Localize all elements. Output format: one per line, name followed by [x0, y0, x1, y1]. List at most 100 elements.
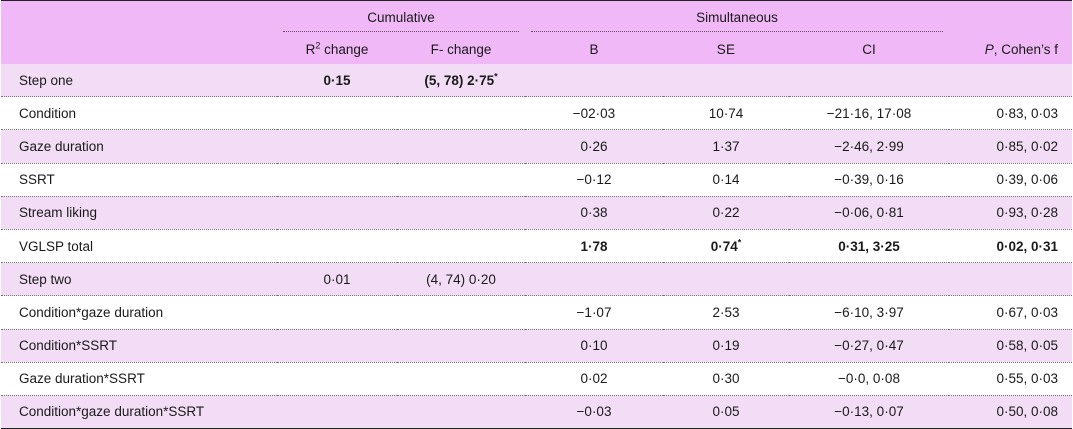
- cell-p-cohens-f: [949, 262, 1072, 296]
- cell-se: [663, 64, 789, 97]
- header-column-row: R2 change F- change B SE CI P, Cohen’s f: [1, 34, 1072, 64]
- table-row: Condition −02·03 10·74 −21·16, 17·08 0·83, 0…: [1, 96, 1072, 130]
- col-p-cohens-f: P, Cohen’s f: [984, 41, 1058, 57]
- cell-b: −0·12: [525, 162, 663, 197]
- cell-se: [663, 262, 789, 296]
- cell-b: −02·03: [525, 96, 663, 130]
- col-f-change: F- change: [430, 41, 492, 57]
- cell-b: 0·38: [525, 195, 663, 230]
- cell-se: 0·14: [663, 162, 789, 197]
- row-label: Gaze duration: [1, 129, 277, 164]
- cell-ci: −0·13, 0·07: [789, 394, 949, 429]
- group-simultaneous: Simultaneous: [525, 1, 949, 35]
- cell-f-change: [397, 361, 525, 396]
- cell-r2-change: [277, 129, 397, 164]
- cell-f-change: [397, 96, 525, 130]
- cell-b: 0·26: [525, 129, 663, 164]
- cell-p-cohens-f: 0·67, 0·03: [949, 295, 1072, 329]
- cell-b: [525, 262, 663, 296]
- cell-se: 0·05: [663, 394, 789, 429]
- table-row: Stream liking 0·38 0·22 −0·06, 0·81 0·93, 0·…: [1, 195, 1072, 230]
- cell-ci: −6·10, 3·97: [789, 295, 949, 329]
- cell-se: 2·53: [663, 295, 789, 329]
- cell-r2-change: [277, 295, 397, 329]
- table-row: SSRT −0·12 0·14 −0·39, 0·16 0·39, 0·06: [1, 162, 1072, 197]
- cell-se: 0·30: [663, 361, 789, 396]
- cell-ci: [789, 64, 949, 97]
- cell-ci: [789, 262, 949, 296]
- table-row: Step two 0·01 (4, 74) 0·20: [1, 262, 1072, 296]
- cell-f-change: (5, 78) 2·75*: [424, 71, 498, 88]
- header-group-row: Cumulative Simultaneous: [1, 0, 1072, 35]
- cell-r2-change: [277, 96, 397, 130]
- cell-se: 0·22: [663, 195, 789, 230]
- cell-f-change: [397, 228, 525, 263]
- cell-p-cohens-f: 0·50, 0·08: [949, 394, 1072, 429]
- cell-p-cohens-f: 0·85, 0·02: [949, 129, 1072, 164]
- cell-f-change: (4, 74) 0·20: [397, 262, 525, 296]
- row-label: Stream liking: [1, 195, 277, 230]
- row-label: Condition*gaze duration: [1, 295, 277, 329]
- cell-p-cohens-f: 0·39, 0·06: [949, 162, 1072, 197]
- row-label: VGLSP total: [1, 228, 277, 263]
- table-row: Condition*gaze duration −1·07 2·53 −6·10, 3…: [1, 295, 1072, 329]
- table-row: Condition*SSRT 0·10 0·19 −0·27, 0·47 0·58, 0…: [1, 328, 1072, 363]
- cell-se: 10·74: [663, 96, 789, 130]
- cell-r2-change: [277, 228, 397, 263]
- row-label: Gaze duration*SSRT: [1, 361, 277, 396]
- cell-r2-change: [277, 361, 397, 396]
- cell-se: 1·37: [663, 129, 789, 164]
- col-se: SE: [716, 41, 736, 57]
- cell-r2-change: [277, 328, 397, 363]
- cell-p-cohens-f: [949, 64, 1072, 97]
- cell-r2-change: 0·01: [277, 262, 397, 296]
- cell-b: 0·02: [525, 361, 663, 396]
- col-r2-change: R2 change: [305, 40, 369, 57]
- cell-b: 0·10: [525, 328, 663, 363]
- col-ci: CI: [862, 41, 876, 57]
- cell-f-change: [397, 394, 525, 429]
- cell-ci: −0·39, 0·16: [789, 162, 949, 197]
- table-row: Gaze duration 0·26 1·37 −2·46, 2·99 0·85, 0·…: [1, 129, 1072, 164]
- table-row: VGLSP total 1·78 0·74* 0·31, 3·25 0·02, 0·31: [1, 228, 1072, 263]
- group-cumulative: Cumulative: [277, 1, 525, 35]
- cell-b: 1·78: [525, 228, 663, 263]
- group-cumulative-rule: [283, 31, 519, 32]
- col-b: B: [589, 41, 599, 57]
- table-body: Step one 0·15 (5, 78) 2·75* Condition −02·03…: [1, 64, 1072, 429]
- cell-f-change: [397, 162, 525, 197]
- cell-r2-change: [277, 394, 397, 429]
- cell-se: 0·74*: [663, 228, 789, 263]
- cell-ci: −2·46, 2·99: [789, 129, 949, 164]
- cell-ci: −21·16, 17·08: [789, 96, 949, 130]
- table-row: Condition*gaze duration*SSRT −0·03 0·05 −0·…: [1, 394, 1072, 429]
- cell-p-cohens-f: 0·93, 0·28: [949, 195, 1072, 230]
- cell-r2-change: 0·15: [323, 72, 351, 88]
- cell-b: −1·07: [525, 295, 663, 329]
- row-label: Condition*SSRT: [1, 328, 277, 363]
- cell-f-change: [397, 195, 525, 230]
- table-row: Step one 0·15 (5, 78) 2·75*: [1, 64, 1072, 97]
- row-label: SSRT: [1, 162, 277, 197]
- cell-f-change: [397, 295, 525, 329]
- cell-b: [525, 64, 663, 97]
- cell-r2-change: [277, 195, 397, 230]
- cell-ci: −0·27, 0·47: [789, 328, 949, 363]
- cell-b: −0·03: [525, 394, 663, 429]
- table-row: Gaze duration*SSRT 0·02 0·30 −0·0, 0·08 0·55…: [1, 361, 1072, 396]
- cell-p-cohens-f: 0·55, 0·03: [949, 361, 1072, 396]
- row-label: Condition*gaze duration*SSRT: [1, 394, 277, 429]
- group-simultaneous-rule: [531, 31, 943, 32]
- row-label: Condition: [1, 96, 277, 130]
- cell-p-cohens-f: 0·02, 0·31: [949, 228, 1072, 263]
- cell-f-change: [397, 129, 525, 164]
- cell-se: 0·19: [663, 328, 789, 363]
- row-label: Step one: [19, 72, 74, 88]
- cell-p-cohens-f: 0·83, 0·03: [949, 96, 1072, 130]
- cell-ci: −0·06, 0·81: [789, 195, 949, 230]
- cell-ci: −0·0, 0·08: [789, 361, 949, 396]
- cell-p-cohens-f: 0·58, 0·05: [949, 328, 1072, 363]
- cell-ci: 0·31, 3·25: [789, 228, 949, 263]
- cell-f-change: [397, 328, 525, 363]
